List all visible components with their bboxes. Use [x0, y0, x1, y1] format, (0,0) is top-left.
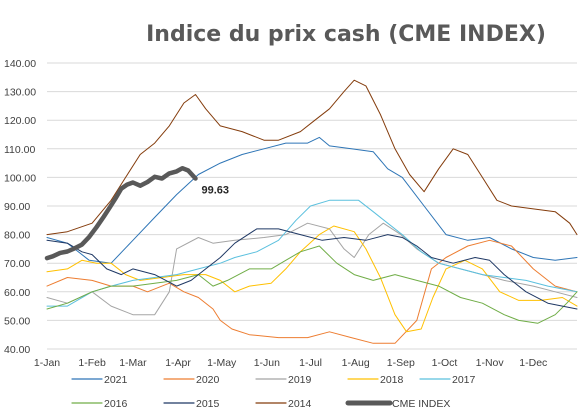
y-tick-label: 70.00: [4, 258, 30, 270]
series-lines: [44, 79, 578, 344]
series-line-2015: [46, 228, 578, 310]
series-line-2017: [46, 199, 578, 307]
y-tick-label: 50.00: [4, 315, 30, 327]
y-tick-label: 60.00: [4, 287, 30, 299]
y-tick-label: 130.00: [4, 87, 36, 99]
legend-item: 2018: [347, 374, 404, 386]
legend-label: 2016: [104, 398, 128, 410]
y-tick-label: 40.00: [4, 344, 30, 356]
x-tick-label: 1-Sep: [387, 357, 415, 369]
series-line-2018: [46, 225, 578, 333]
series-line-2021: [46, 136, 578, 264]
last-value-label: 99.63: [202, 184, 230, 196]
series-line-2019: [46, 222, 578, 316]
legend-label: 2017: [452, 374, 476, 386]
series-line-2016: [46, 245, 578, 324]
y-tick-label: 120.00: [4, 115, 36, 127]
legend-item: 2020: [163, 374, 220, 386]
series-line-2014: [46, 79, 578, 236]
x-tick-label: 1-Oct: [432, 357, 458, 369]
series-line-cme-index: [44, 165, 198, 261]
legend-label: 2018: [380, 374, 404, 386]
y-axis-ticks: 40.00 50.00 60.00 70.00 80.00 90.00 100.00 110.…: [4, 58, 36, 356]
legend-item: 2017: [419, 374, 476, 386]
chart-title: Indice du prix cash (CME INDEX): [146, 22, 546, 47]
legend-label: 2021: [104, 374, 128, 386]
x-tick-label: 1-Feb: [78, 357, 106, 369]
legend-item: 2019: [255, 374, 312, 386]
x-tick-label: 1-May: [207, 357, 237, 369]
x-tick-label: 1-Apr: [165, 357, 191, 369]
x-tick-label: 1-Nov: [476, 357, 505, 369]
x-axis-ticks: 1-Jan 1-Feb 1-Mar 1-Apr 1-May 1-Jun 1-Jul 1-Aug…: [34, 357, 547, 369]
legend-label: 2015: [196, 398, 220, 410]
series-line-2020: [46, 239, 578, 344]
y-tick-label: 110.00: [4, 144, 35, 156]
legend-item: 2014: [255, 398, 312, 410]
legend-label: 2019: [288, 374, 312, 386]
y-tick-label: 90.00: [4, 201, 30, 213]
x-tick-label: 1-Jun: [254, 357, 280, 369]
x-tick-label: 1-Aug: [342, 357, 370, 369]
y-tick-label: 100.00: [4, 172, 36, 184]
legend-label: CME INDEX: [392, 398, 450, 410]
x-tick-label: 1-Jul: [299, 357, 322, 369]
legend: 2021 2020 2019 2018 2017 2016 2015 2014 CME INDE…: [71, 374, 476, 410]
x-tick-label: 1-Dec: [519, 357, 547, 369]
y-tick-label: 140.00: [4, 58, 36, 70]
legend-label: 2014: [288, 398, 312, 410]
y-tick-label: 80.00: [4, 230, 30, 242]
x-tick-label: 1-Mar: [119, 357, 147, 369]
legend-label: 2020: [196, 374, 220, 386]
legend-item: CME INDEX: [345, 398, 450, 410]
legend-item: 2021: [71, 374, 128, 386]
legend-item: 2015: [163, 398, 220, 410]
x-tick-label: 1-Jan: [34, 357, 60, 369]
legend-item: 2016: [71, 398, 128, 410]
